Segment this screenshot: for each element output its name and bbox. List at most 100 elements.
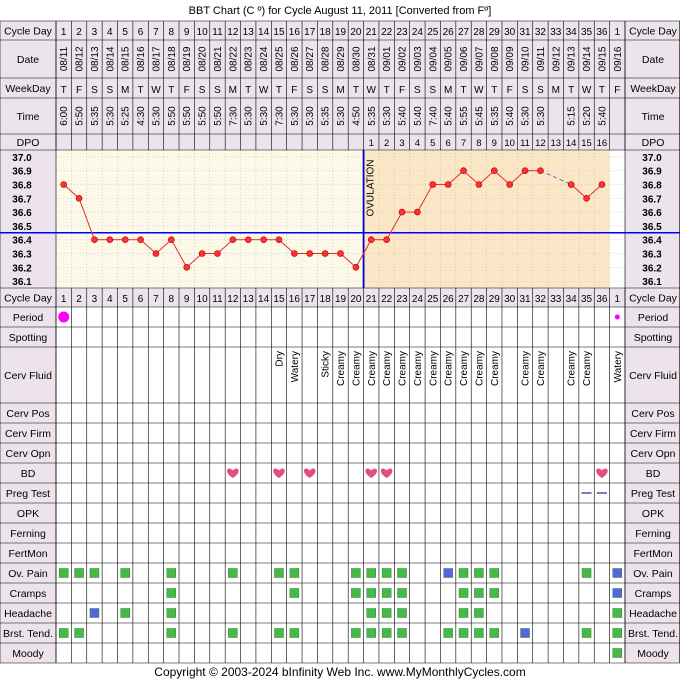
row-label-right: Preg Test [631,488,675,500]
temp-axis-bg-left [0,150,56,288]
cramps-marker [612,588,623,598]
weekday-label: T [460,85,466,96]
time-label: 6:00 [59,106,70,126]
temp-line-segment [386,211,403,240]
y-tick-label-left: 36.8 [12,181,32,192]
date-label: 08/12 [75,46,86,71]
cycle-day-label: 29 [489,27,501,38]
brst-tend-marker [366,628,376,638]
row-label-right: FertMon [633,548,672,560]
date-label: 09/13 [567,46,578,71]
cycle-day-label-bottom: 29 [489,294,501,305]
cycle-day-label: 24 [412,27,424,38]
time-label: 5:25 [121,106,132,126]
time-label: 5:30 [536,106,547,126]
row-label-left: Ferning [10,528,46,540]
cervical-fluid-label: Creamy [536,351,547,386]
ov-pain-marker [458,568,469,578]
cycle-day-label: 4 [107,27,113,38]
weekday-label: M [229,85,237,96]
date-label: 08/31 [367,46,378,71]
cycle-day-label-bottom: 8 [169,294,175,305]
temp-point [429,181,437,188]
ov-pain-marker [397,568,407,578]
date-label: 08/11 [59,46,70,71]
row-label-left: Moody [12,648,44,660]
row-label-bg-right [625,523,680,543]
cycle-day-label-bottom: 12 [227,294,239,305]
temperature-plot: OVULATION [0,150,680,288]
cycle-day-label-bottom: 1 [615,294,621,305]
y-tick-label-left: 36.1 [12,277,32,288]
cycle-day-label: 35 [581,27,593,38]
headache-marker [366,608,376,618]
ov-pain-marker [612,568,623,578]
time-label: 5:30 [336,106,347,126]
row-label-right: DPO [642,137,665,149]
cycle-day-label-bottom: 11 [212,294,223,305]
weekday-label: S [306,85,313,96]
cycle-day-label: 26 [443,27,455,38]
header-row-bg [0,134,680,150]
cycle-day-label: 1 [615,27,621,38]
cramps-marker [489,588,499,598]
date-label: 09/04 [428,46,439,71]
row-label-bg-right [625,583,680,603]
weekday-label: T [61,85,67,96]
row-label-bg-left [0,603,56,623]
cycle-day-label: 8 [169,27,175,38]
cycle-day-label: 28 [473,27,485,38]
row-label-bg-left [0,347,56,403]
row-label-right: OPK [642,508,664,520]
cycle-day-label: 25 [427,27,439,38]
date-label: 08/17 [151,46,162,71]
temp-point [444,181,452,188]
temp-point [106,236,114,243]
weekday-label: S [537,85,544,96]
row-label-bg-left [0,543,56,563]
row-label-left: Preg Test [6,488,50,500]
weekday-label: T [491,85,497,96]
brst-tend-marker [489,628,499,638]
period-marker [614,314,620,320]
row-label-right: Cerv Fluid [629,370,677,382]
cervical-fluid-label: Dry [274,351,285,367]
temp-line-segment [340,253,357,268]
weekday-label: W [367,85,377,96]
cycle-day-label: 11 [212,27,223,38]
brst-tend-marker [274,628,284,638]
cycle-day-label: 27 [458,27,470,38]
brst-tend-marker [612,628,623,638]
weekday-label: F [614,85,620,96]
y-tick-label-right: 36.4 [642,236,662,247]
row-label-right: Time [642,111,665,123]
cramps-marker [289,588,300,598]
row-label-right: Brst. Tend. [628,628,678,640]
ov-pain-marker [366,568,376,578]
temp-point [537,167,544,174]
cycle-day-label-bottom: 25 [427,294,439,305]
dpo-label: 5 [430,138,435,149]
row-label-right: Ov. Pain [633,568,673,580]
time-label: 5:30 [105,106,116,126]
cycle-day-label-bottom: 9 [184,294,190,305]
temp-line-segment [78,198,95,240]
row-label-left: WeekDay [5,83,51,95]
cycle-day-label-bottom: 28 [473,294,485,305]
weekday-label: F [76,85,82,96]
headache-marker [397,608,407,618]
cycle-day-label: 13 [243,27,255,38]
cycle-day-label-bottom: 3 [92,294,98,305]
weekday-label: S [106,85,113,96]
bd-heart [273,468,285,478]
cycle-day-label: 17 [304,27,316,38]
cycle-day-label-bottom: 19 [335,294,347,305]
temp-point [506,181,513,188]
brst-tend-marker [74,628,84,638]
row-label-bg-right [625,327,680,347]
weekday-label: W [151,85,161,96]
time-label: 5:55 [459,106,470,126]
row-label-bg-right [625,307,680,327]
temp-point [260,236,267,243]
cycle-day-label-bottom: 22 [381,294,393,305]
